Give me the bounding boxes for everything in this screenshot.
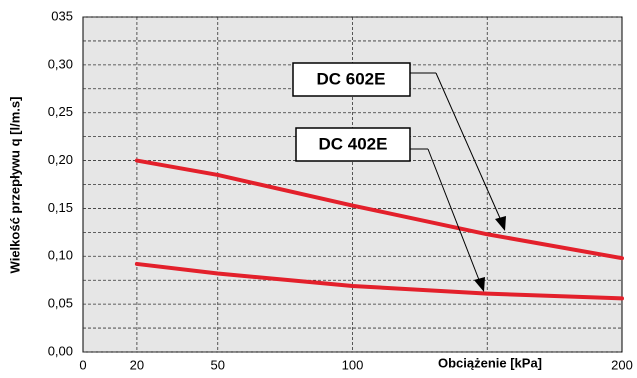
x-tick-label: 50 bbox=[211, 357, 225, 372]
label-box bbox=[292, 62, 411, 97]
y-tick-label: 0,15 bbox=[48, 200, 73, 215]
x-tick-label: 20 bbox=[130, 357, 144, 372]
y-tick-label: 0,05 bbox=[48, 296, 73, 311]
series-line bbox=[134, 158, 624, 261]
y-tick-label: 0,10 bbox=[48, 248, 73, 263]
series-label: DC 602E bbox=[317, 69, 386, 88]
x-axis-title: Obciążenie [kPa] bbox=[438, 355, 542, 370]
label-box bbox=[295, 127, 411, 162]
series-line bbox=[134, 261, 624, 301]
y-tick-label: 0,00 bbox=[48, 343, 73, 358]
y-axis-title: Wielkość przepływu q [l/m.s] bbox=[7, 97, 22, 274]
x-tick-label: 200 bbox=[611, 357, 633, 372]
y-tick-label: 035 bbox=[51, 8, 73, 23]
arrow bbox=[427, 148, 482, 286]
arrowhead bbox=[474, 277, 485, 292]
y-tick-label: 0,30 bbox=[48, 56, 73, 71]
annotations: DC 602E DC 402E bbox=[292, 62, 506, 292]
arrowhead bbox=[495, 216, 506, 231]
arrow bbox=[435, 72, 504, 226]
series-label: DC 402E bbox=[319, 134, 388, 153]
y-tick-label: 0,25 bbox=[48, 104, 73, 119]
y-tick-label: 0,20 bbox=[48, 152, 73, 167]
x-tick-label: 0 bbox=[79, 357, 86, 372]
x-tick-label: 100 bbox=[342, 357, 364, 372]
